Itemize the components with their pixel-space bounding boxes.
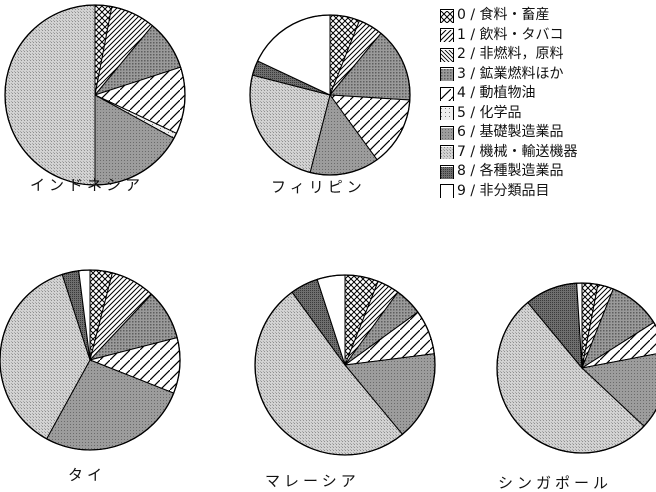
legend-label: 4 / 動植物油 bbox=[457, 85, 536, 101]
legend-swatch bbox=[440, 125, 454, 140]
legend-label: 5 / 化学品 bbox=[457, 104, 522, 121]
pie-outline-4 bbox=[254, 274, 436, 456]
legend-swatch bbox=[440, 164, 454, 179]
legend-item-3: 3 / 鉱業燃料ほか bbox=[440, 65, 578, 85]
pie-outline-5 bbox=[496, 282, 656, 454]
legend-item-0: 0 / 食料・畜産 bbox=[440, 6, 578, 26]
legend-label: 2 / 非燃料，原料 bbox=[457, 46, 564, 62]
pie-label-philippines: フィリピン bbox=[271, 178, 366, 196]
pie-label-singapore: シンガポール bbox=[498, 474, 613, 492]
legend: 0 / 食料・畜産 1 / 飲料・タバコ 2 / 非燃料，原料 3 / 鉱業燃料… bbox=[440, 6, 578, 201]
legend-label: 9 / 非分類品目 bbox=[457, 182, 550, 199]
pie-label-indonesia: インドネシア bbox=[30, 176, 145, 194]
legend-item-6: 6 / 基礎製造業品 bbox=[440, 123, 578, 143]
legend-item-7: 7 / 機械・輸送機器 bbox=[440, 143, 578, 163]
legend-label: 0 / 食料・畜産 bbox=[457, 7, 550, 23]
pie-label-thailand: タイ bbox=[68, 466, 107, 484]
legend-swatch bbox=[440, 184, 454, 199]
pie-outline-1 bbox=[4, 4, 186, 186]
legend-item-5: 5 / 化学品 bbox=[440, 104, 578, 124]
legend-item-4: 4 / 動植物油 bbox=[440, 84, 578, 104]
legend-label: 8 / 各種製造業品 bbox=[457, 163, 564, 179]
pie-outline-3 bbox=[0, 269, 181, 451]
legend-swatch bbox=[440, 86, 454, 101]
legend-label: 3 / 鉱業燃料ほか bbox=[457, 65, 564, 82]
legend-swatch bbox=[440, 145, 454, 160]
legend-swatch bbox=[440, 67, 454, 82]
legend-swatch bbox=[440, 8, 454, 23]
pie-label-malaysia: マレーシア bbox=[265, 472, 360, 490]
legend-item-8: 8 / 各種製造業品 bbox=[440, 162, 578, 182]
legend-swatch bbox=[440, 28, 454, 43]
legend-label: 6 / 基礎製造業品 bbox=[457, 124, 564, 140]
legend-item-2: 2 / 非燃料，原料 bbox=[440, 45, 578, 65]
legend-label: 1 / 飲料・タバコ bbox=[457, 26, 564, 43]
legend-swatch bbox=[440, 106, 454, 121]
pie-outline-2 bbox=[249, 14, 411, 176]
legend-item-1: 1 / 飲料・タバコ bbox=[440, 26, 578, 46]
legend-item-9: 9 / 非分類品目 bbox=[440, 182, 578, 202]
pie-slice-1-category-7 bbox=[4, 4, 96, 186]
legend-label: 7 / 機械・輸送機器 bbox=[457, 143, 578, 160]
legend-swatch bbox=[440, 47, 454, 62]
